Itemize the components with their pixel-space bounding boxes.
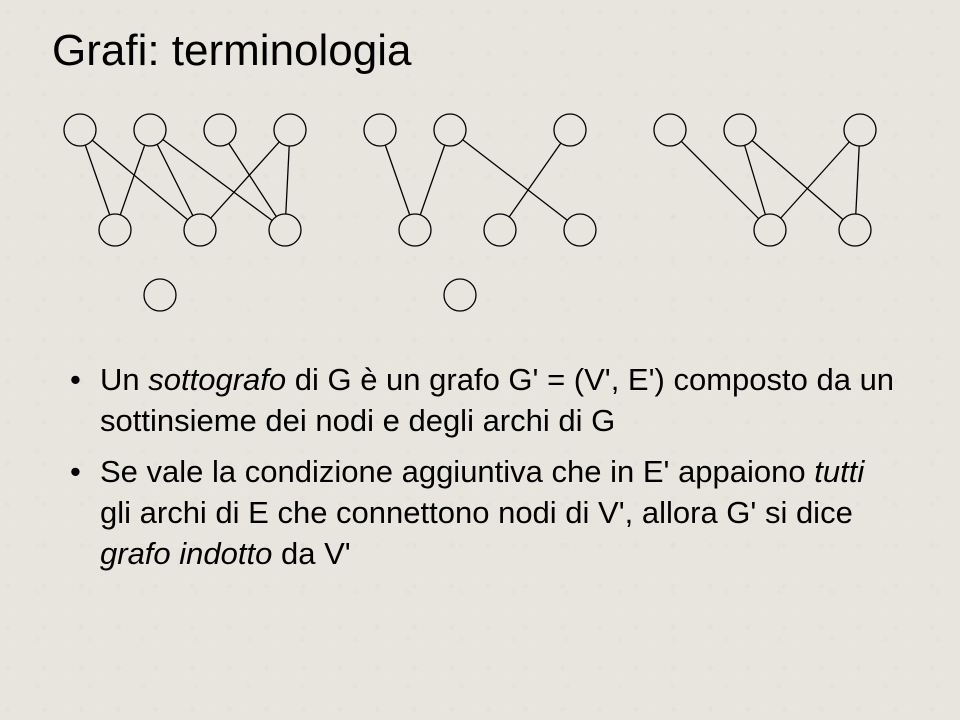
graph-node	[399, 214, 431, 246]
graph-edge	[150, 130, 200, 230]
graph-node	[204, 114, 236, 146]
graphs-container	[60, 110, 900, 320]
page-title: Grafi: terminologia	[52, 26, 411, 76]
bullet-text-segment: Se vale la condizione aggiuntiva che in …	[100, 454, 814, 489]
bullet-item: Se vale la condizione aggiuntiva che in …	[70, 452, 900, 575]
graph-edge	[740, 130, 855, 230]
graph-node	[64, 114, 96, 146]
graph-edge	[220, 130, 285, 230]
graphs-svg	[60, 110, 900, 320]
graph	[64, 114, 306, 311]
graph-node	[274, 114, 306, 146]
graph-node	[444, 279, 476, 311]
graph-node	[654, 114, 686, 146]
graph-node	[184, 214, 216, 246]
graph-node	[564, 214, 596, 246]
graph-edge	[770, 130, 860, 230]
bullet-list: Un sottografo di G è un grafo G' = (V', …	[70, 360, 900, 585]
bullet-item: Un sottografo di G è un grafo G' = (V', …	[70, 360, 900, 442]
graph-node	[554, 114, 586, 146]
graph-node	[484, 214, 516, 246]
bullet-text-segment: tutti	[814, 454, 864, 489]
graph-node	[364, 114, 396, 146]
graph-node	[754, 214, 786, 246]
bullet-text-segment: sottografo	[148, 362, 286, 397]
graph-node	[839, 214, 871, 246]
graph-node	[724, 114, 756, 146]
bullet-text-segment: da V'	[272, 536, 350, 571]
graph-node	[134, 114, 166, 146]
bullet-text-segment: gli archi di E che connettono nodi di V'…	[100, 495, 853, 530]
graph-node	[144, 279, 176, 311]
graph-node	[269, 214, 301, 246]
bullet-text-segment: grafo indotto	[100, 536, 272, 571]
graph-node	[844, 114, 876, 146]
graph-node	[434, 114, 466, 146]
graph	[364, 114, 596, 311]
graph	[654, 114, 876, 246]
graph-node	[99, 214, 131, 246]
bullet-text-segment: Un	[100, 362, 148, 397]
graph-edge	[450, 130, 580, 230]
